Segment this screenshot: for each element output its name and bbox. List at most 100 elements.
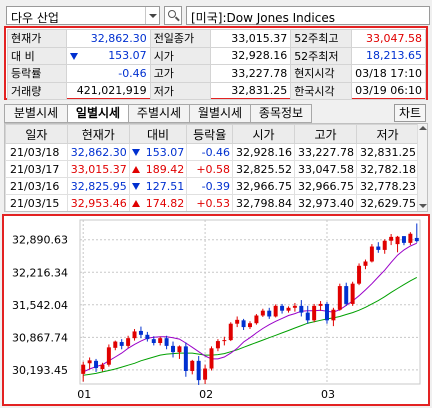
row-open: 32,928.16 <box>232 143 296 161</box>
quote-value: 33,227.78 <box>210 64 292 83</box>
column-header[interactable]: 시가 <box>232 124 296 144</box>
candle-body <box>215 341 220 349</box>
row-price: 32,953.46 <box>66 194 130 211</box>
tab-5[interactable]: 종목정보 <box>250 104 312 123</box>
column-header[interactable]: 일자 <box>5 124 68 144</box>
quote-row: 거래량 421,021,919 저가 32,831.25 한국시각 03/19 06:10 <box>6 81 426 100</box>
column-header[interactable]: 저가 <box>355 124 420 144</box>
candle <box>158 336 163 346</box>
candle <box>87 357 92 370</box>
row-price: 32,862.30 <box>66 143 130 161</box>
scroll-down-icon[interactable] <box>419 204 427 208</box>
row-price: 32,825.95 <box>66 177 130 195</box>
row-low: 32,629.75 <box>355 194 420 211</box>
column-header[interactable]: 고가 <box>294 124 357 144</box>
row-change-value: 153.07 <box>145 145 185 159</box>
scroll-up-icon[interactable] <box>419 126 427 130</box>
quote-label: 현지시각 <box>290 64 353 83</box>
row-change-value: 127.51 <box>145 179 185 193</box>
moving-average-long <box>83 276 418 376</box>
table-row[interactable]: 21/03/17 33,015.37 189.42 +0.58 32,825.52 33,… <box>5 160 420 178</box>
chart-button[interactable]: 차트 <box>394 104 426 122</box>
search-button[interactable] <box>164 6 182 25</box>
candle <box>177 345 182 359</box>
candle <box>369 244 374 263</box>
candle <box>331 307 336 327</box>
quote-value: 33,015.37 <box>210 29 292 48</box>
moving-average-short <box>82 242 418 373</box>
candle <box>94 358 99 372</box>
candle-body <box>158 338 163 343</box>
quote-label: 고가 <box>149 64 212 83</box>
candle <box>119 339 124 350</box>
candlestick-chart: 30,193.45 30,867.74 31,542.04 32,216.34 32,8… <box>12 219 421 401</box>
table-row[interactable]: 21/03/16 32,825.95 127.51 -0.39 32,966.75 32,… <box>5 177 420 195</box>
table-row[interactable]: 21/03/18 32,862.30 153.07 -0.46 32,928.16 33,… <box>5 143 420 161</box>
candle-body <box>138 330 143 335</box>
quote-table: 현재가 32,862.30 전일종가 33,015.37 52주최고 33,047.58 대… <box>6 29 426 100</box>
candle-body <box>350 283 355 304</box>
candle <box>222 336 227 346</box>
candle-body <box>389 236 394 241</box>
quote-value: 03/18 17:10 <box>351 64 426 83</box>
candle-body <box>260 310 265 316</box>
candle <box>100 362 105 372</box>
candle <box>241 318 246 330</box>
quote-value: 153.07 <box>66 46 151 65</box>
candle <box>248 321 252 330</box>
candle <box>132 329 137 341</box>
y-tick-label: 30,867.74 <box>12 331 68 344</box>
candle <box>228 322 233 342</box>
candle <box>401 236 406 246</box>
candle <box>151 336 156 346</box>
candle <box>138 326 143 339</box>
candle-body <box>81 364 86 374</box>
row-change-value: 189.42 <box>145 162 185 176</box>
down-triangle-icon <box>131 183 140 190</box>
row-date: 21/03/16 <box>5 177 68 195</box>
table-scrollbar[interactable] <box>417 124 427 211</box>
row-change: 127.51 <box>128 177 188 195</box>
candle <box>344 282 349 306</box>
candle-body <box>94 360 99 369</box>
candle <box>408 232 413 245</box>
candle <box>254 314 259 325</box>
column-header[interactable]: 등락율 <box>186 124 234 144</box>
candle-body <box>241 320 246 328</box>
tab-4[interactable]: 월별시세 <box>189 104 251 123</box>
row-open: 32,966.75 <box>232 177 296 195</box>
tab-3[interactable]: 주별시세 <box>128 104 190 123</box>
quote-label: 등락률 <box>6 64 68 83</box>
chevron-down-icon[interactable] <box>145 7 159 24</box>
index-selector[interactable]: 다우 산업 <box>6 6 160 25</box>
candle-body <box>183 346 188 371</box>
quote-label: 52주최저 <box>290 46 353 65</box>
candle-body <box>119 342 124 346</box>
candle-body <box>408 233 413 243</box>
candle <box>267 307 272 319</box>
tab-2[interactable]: 일별시세 <box>67 104 129 123</box>
column-header[interactable]: 현재가 <box>66 124 130 144</box>
column-header[interactable]: 대비 <box>128 124 188 144</box>
candle <box>395 235 400 253</box>
candle <box>357 263 362 286</box>
candle-body <box>151 339 156 343</box>
candle <box>81 361 86 382</box>
candle-body <box>363 261 368 266</box>
tab-1[interactable]: 분별시세 <box>4 104 68 123</box>
row-rate: -0.46 <box>186 143 234 161</box>
candle <box>126 335 131 348</box>
row-low: 32,778.23 <box>355 177 420 195</box>
quote-label: 시가 <box>149 46 212 65</box>
y-tick-label: 31,542.04 <box>12 299 68 312</box>
table-row[interactable]: 21/03/15 32,953.46 174.82 +0.53 32,798.84 32,… <box>5 194 420 211</box>
candle <box>203 364 208 384</box>
quote-value: 33,047.58 <box>351 29 426 48</box>
row-date: 21/03/15 <box>5 194 68 211</box>
quote-value: 32,831.25 <box>210 81 292 100</box>
quote-label: 저가 <box>149 81 212 100</box>
candle-body <box>126 338 131 346</box>
candle <box>324 302 329 324</box>
candle <box>183 342 188 377</box>
period-tabs: 분별시세 일별시세 주별시세 월별시세 종목정보 <box>4 104 428 123</box>
